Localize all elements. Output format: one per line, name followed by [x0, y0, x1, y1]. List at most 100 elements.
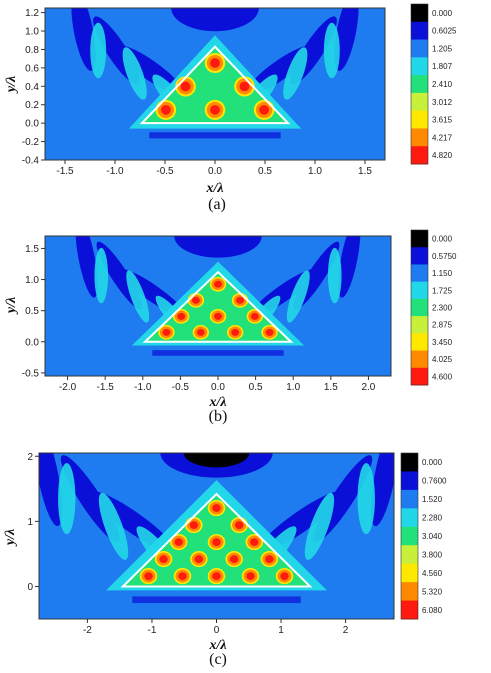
y-tick-label: 1.5 [25, 244, 39, 255]
colorbar-label: 3.450 [432, 338, 453, 347]
y-tick-label: 1.0 [25, 27, 39, 38]
y-axis-label: y/λ [3, 529, 18, 547]
colorbar-label: 0.000 [432, 9, 453, 18]
hotspot-core [250, 312, 259, 320]
colorbar-swatch [411, 110, 428, 129]
hotspot-core [236, 296, 245, 304]
x-ticks: -2 -1 0 1 2 [83, 619, 349, 636]
x-tick-label: 1.0 [308, 166, 322, 177]
y-axis-label: y/λ [4, 76, 19, 94]
x-ticks: -2.0 -1.5 -1.0 -0.5 0.0 0.5 1.0 1.5 2.0 [59, 376, 376, 393]
caption-a: (a) [208, 196, 226, 213]
field-band [149, 132, 281, 139]
x-tick-label: 0.5 [249, 382, 263, 393]
colorbar-swatch [411, 316, 428, 334]
y-tick-label: -0.4 [22, 156, 40, 167]
colorbar-swatch [401, 545, 418, 565]
colorbar-label: 3.040 [422, 532, 443, 541]
x-tick-label: 0.5 [258, 166, 272, 177]
colorbar-label: 4.025 [432, 355, 453, 364]
x-tick-label: -2.0 [59, 382, 77, 393]
hotspot-core [280, 572, 289, 580]
colorbar-swatch [401, 489, 418, 509]
colorbar-label: 3.800 [422, 550, 443, 559]
y-tick-label: 0 [27, 582, 33, 593]
colorbar-label: 4.217 [432, 133, 453, 142]
colorbar-swatch [401, 471, 418, 491]
field-lobe-low [370, 453, 394, 527]
colorbar-border [400, 452, 419, 620]
colorbar-label: 2.410 [432, 80, 453, 89]
field-lobe-mid [283, 47, 308, 100]
x-tick-label: 1.5 [324, 382, 338, 393]
field-layer [45, 8, 385, 160]
colorbar-swatch [411, 146, 428, 165]
y-ticks: 0 1 2 [27, 452, 39, 593]
y-tick-label: 1.0 [25, 275, 39, 286]
colorbar-label: 1.205 [432, 44, 453, 53]
field-lobe-low [338, 236, 361, 298]
x-axis-label: x/λ [208, 638, 226, 653]
x-tick-label: 0.0 [208, 166, 222, 177]
hotspot-core [191, 296, 200, 304]
x-tick-label: -1 [148, 625, 157, 636]
hotspot-core [246, 572, 255, 580]
colorbar-label: 5.320 [422, 587, 443, 596]
x-tick-label: 2 [343, 625, 349, 636]
x-ticks: -1.5 -1.0 -0.5 0.0 0.5 1.0 1.5 [56, 160, 372, 177]
hotspot-core [210, 105, 220, 115]
x-tick-label: 0 [214, 625, 220, 636]
chart-c: -2 -1 0 1 2 0 1 2 0.000 0.7600 1.520 2.280 3.040 3.… [3, 452, 447, 653]
y-tick-label: 1 [27, 517, 33, 528]
y-tick-label: 0.4 [25, 82, 39, 93]
field-lobe-low [171, 8, 259, 32]
colorbar-border [410, 229, 429, 386]
hotspot-core [178, 572, 187, 580]
field-lobe-mid [122, 47, 147, 100]
field-lobe-mid [126, 270, 150, 323]
hotspot-core [265, 328, 274, 336]
field-lobe-low [334, 8, 359, 71]
colorbar-label: 4.600 [432, 372, 453, 381]
hotspot-core [177, 312, 186, 320]
x-tick-label: 1 [278, 625, 284, 636]
x-tick-label: -0.5 [156, 166, 174, 177]
hotspot-core [212, 572, 221, 580]
field-lobe-min [183, 453, 250, 468]
hotspot-core [210, 58, 220, 68]
colorbar-swatch [401, 600, 418, 620]
field-band [132, 596, 301, 604]
hotspot-core [212, 504, 221, 512]
hotspot-core [231, 328, 240, 336]
colorbar-label: 0.7600 [422, 477, 447, 486]
y-tick-label: -0.2 [22, 137, 40, 148]
panel-b: -2.0 -1.5 -1.0 -0.5 0.0 0.5 1.0 1.5 2.0 -0.5 0.0 0… [0, 225, 491, 447]
hotspot-core [174, 538, 183, 546]
hotspot-core [214, 280, 222, 288]
triangle-fill [145, 272, 291, 342]
hotspot-core [180, 81, 191, 92]
y-tick-label: 0.8 [25, 45, 39, 56]
triangle-fill [142, 46, 288, 124]
x-tick-label: 0.0 [211, 382, 225, 393]
colorbar-label: 0.000 [422, 458, 443, 467]
colorbar-label: 0.5750 [432, 252, 457, 261]
colorbar-swatch [411, 264, 428, 283]
colorbar-swatch [411, 57, 428, 76]
colorbar-swatch [411, 230, 428, 248]
x-tick-label: -0.5 [172, 382, 190, 393]
field-layer [45, 236, 391, 376]
colorbar-swatch [411, 281, 428, 300]
triangle-outline [142, 270, 294, 343]
field-lobe-mid [327, 247, 342, 304]
x-tick-label: -1.5 [56, 166, 74, 177]
colorbar-swatch [411, 247, 428, 265]
colorbar-swatch [411, 350, 428, 369]
hotspot-core [144, 572, 153, 580]
triangle-outline [120, 492, 313, 588]
field-lobe-mid [94, 247, 109, 304]
colorbar-swatch [411, 128, 428, 147]
hotspot-core [229, 555, 239, 563]
field-lobe-low [71, 8, 96, 71]
colorbar-swatch [401, 453, 418, 472]
